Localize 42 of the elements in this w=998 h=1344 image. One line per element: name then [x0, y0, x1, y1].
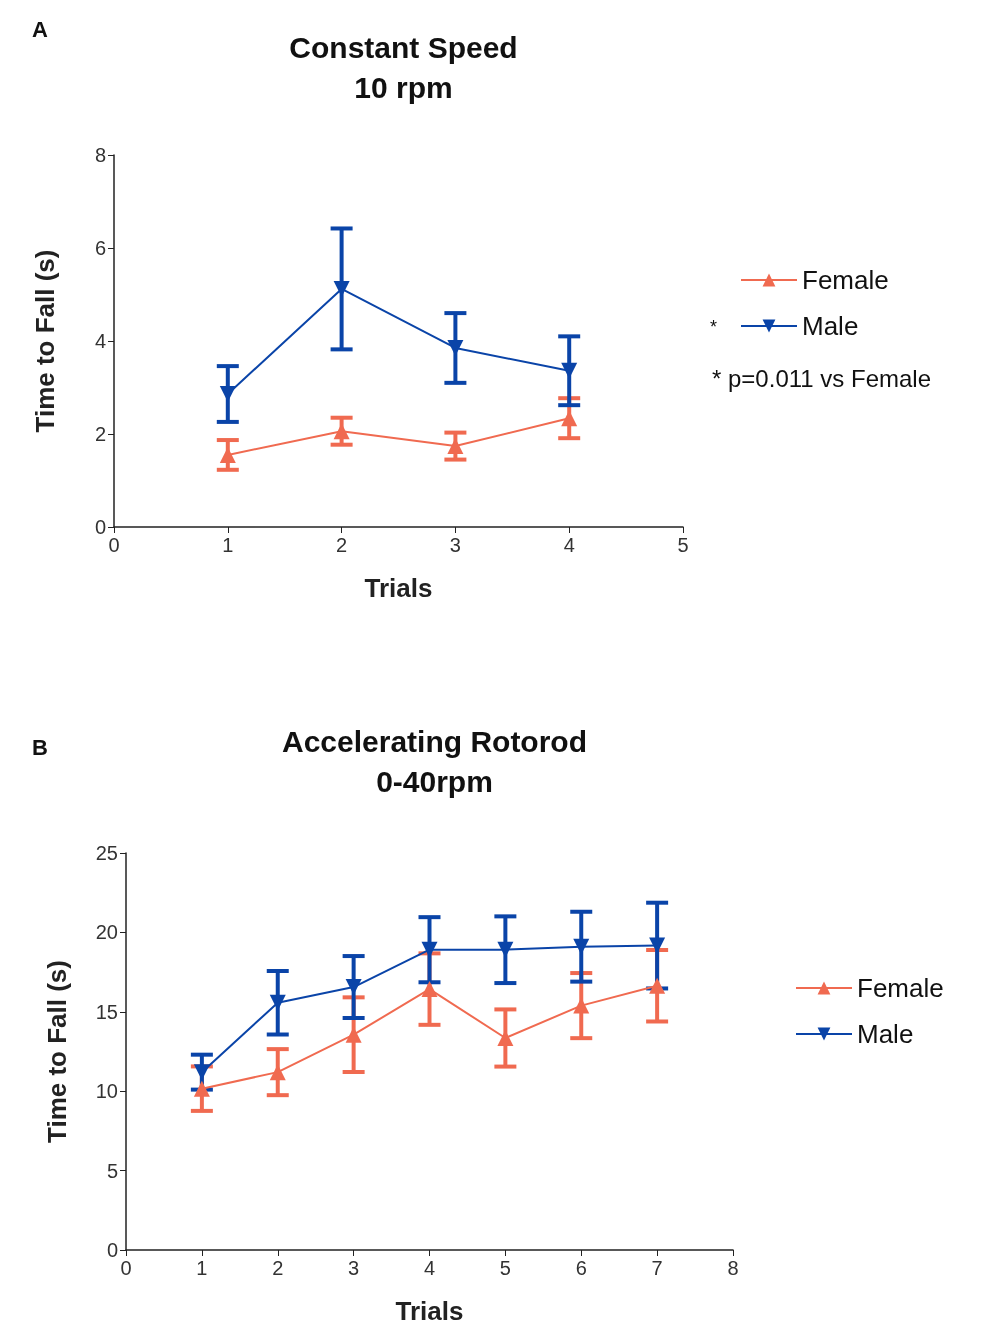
y-axis-title: Time to Fall (s) — [42, 960, 72, 1143]
legend-label: Male — [802, 311, 859, 341]
text: A — [32, 16, 48, 42]
y-tick-label: 15 — [95, 1000, 118, 1023]
x-tick-label: 2 — [336, 534, 348, 556]
y-tick-label: 5 — [106, 1159, 118, 1182]
y-tick-label: 0 — [106, 1239, 118, 1261]
x-tick-label: 1 — [196, 1257, 208, 1279]
x-tick-label: 4 — [423, 1257, 436, 1279]
y-tick-label: 25 — [95, 842, 118, 864]
legend-label: Female — [857, 973, 944, 1003]
chart-title: Accelerating Rotorod 0-40rpm — [281, 724, 588, 798]
x-tick-label: 7 — [651, 1257, 663, 1279]
point — [649, 977, 666, 994]
text: * p=0.011 vs Female — [712, 364, 932, 392]
point — [193, 1080, 210, 1097]
point — [421, 981, 438, 998]
y-axis-title: Time to Fall (s) — [30, 249, 60, 433]
text: * — [710, 317, 718, 337]
x-tick-label: 1 — [222, 534, 234, 556]
x-axis-title: Trials — [364, 573, 433, 603]
y-tick-label: 6 — [94, 237, 106, 259]
legend-label: Female — [802, 265, 889, 295]
x-tick-label: 5 — [677, 534, 689, 556]
y-tick-label: 20 — [95, 921, 118, 944]
x-tick-label: 2 — [272, 1257, 284, 1279]
x-tick-label: 3 — [348, 1257, 360, 1279]
x-tick-label: 3 — [449, 534, 461, 556]
y-tick-label: 4 — [94, 330, 106, 352]
y-tick-label: 0 — [94, 516, 106, 538]
x-tick-label: 5 — [499, 1257, 511, 1279]
y-tick-label: 8 — [94, 144, 106, 166]
x-tick-label: 8 — [727, 1257, 739, 1279]
y-tick-label: 2 — [94, 423, 106, 445]
x-tick-label: 4 — [563, 534, 575, 556]
text: B — [32, 734, 48, 760]
legend-label: Male — [857, 1019, 914, 1049]
x-tick-label: 0 — [120, 1257, 132, 1279]
y-tick-label: 10 — [95, 1080, 118, 1103]
chart-title: Constant Speed 10 rpm — [289, 30, 518, 104]
x-axis-title: Trials — [395, 1296, 464, 1326]
x-tick-label: 6 — [575, 1257, 587, 1279]
